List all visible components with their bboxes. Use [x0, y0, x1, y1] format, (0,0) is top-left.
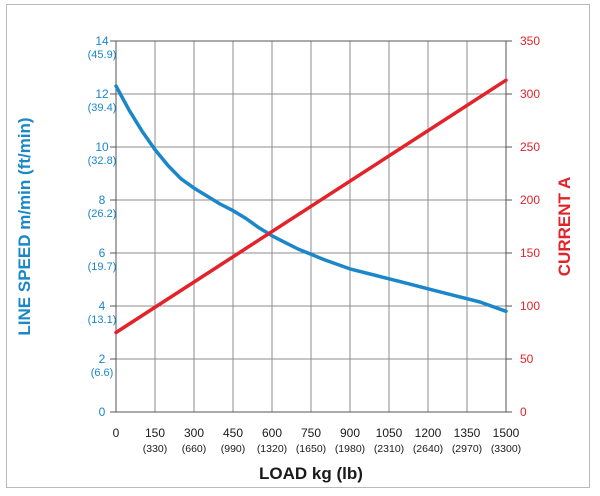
right-tick-label: 100: [520, 299, 540, 313]
left-tick-label-ft: (6.6): [91, 367, 114, 379]
x-tick-label: 900: [340, 426, 360, 440]
left-tick-label-ft: (45.9): [88, 49, 117, 61]
right-tick-label: 200: [520, 193, 540, 207]
left-tick-label: 6: [99, 246, 106, 260]
plot-area: [115, 40, 507, 413]
left-tick-label: 2: [99, 352, 106, 366]
x-tick-label: 1500: [493, 426, 520, 440]
right-tick-label: 350: [520, 34, 540, 48]
x-tick-label-lb: (1320): [257, 443, 287, 455]
right-tick-label: 0: [520, 405, 527, 419]
left-tick-label: 4: [99, 299, 106, 313]
x-tick-label: 150: [145, 426, 165, 440]
x-tick-label: 1050: [376, 426, 403, 440]
x-tick-label-lb: (660): [182, 443, 207, 455]
x-tick-label-lb: (2310): [374, 443, 404, 455]
left-tick-label-ft: (32.8): [88, 155, 117, 167]
x-tick-label: 450: [223, 426, 243, 440]
right-tick-label: 250: [520, 140, 540, 154]
x-tick-label-lb: (330): [143, 443, 168, 455]
left-axis-title: LINE SPEED m/min (ft/min): [15, 117, 34, 335]
left-tick-label-ft: (13.1): [88, 314, 117, 326]
right-axis: 0 50 100 150 200 250 300 350: [506, 34, 540, 419]
left-tick-label: 12: [95, 87, 109, 101]
x-tick-label: 300: [184, 426, 204, 440]
x-tick-label: 600: [262, 426, 282, 440]
line-speed-series-line: [114, 84, 508, 314]
x-axis-title: LOAD kg (lb): [259, 464, 363, 483]
right-axis-title: CURRENT A: [555, 177, 574, 276]
left-tick-label: 14: [95, 34, 109, 48]
left-tick-label-ft: (39.4): [88, 102, 117, 114]
right-tick-label: 50: [520, 352, 534, 366]
left-axis: 0 2(6.6) 4(13.1) 6(19.7) 8(26.2) 10(32.8) 12(3…: [88, 34, 117, 419]
x-tick-label: 750: [301, 426, 321, 440]
x-tick-label: 0: [113, 426, 120, 440]
x-tick-label-lb: (1650): [296, 443, 326, 455]
chart-frame: [6, 4, 590, 488]
grid: [116, 41, 506, 412]
x-tick-label-lb: (2970): [452, 443, 482, 455]
x-axis: 0 150 (330) 300 (660) 450 (990) 600 (1320) 750 (16…: [113, 426, 522, 455]
x-tick-label-lb: (1980): [335, 443, 365, 455]
left-tick-label-ft: (26.2): [88, 208, 117, 220]
series-layer: [114, 78, 508, 335]
left-tick-label: 10: [95, 140, 109, 154]
right-tick-label: 150: [520, 246, 540, 260]
left-tick-label-ft: (19.7): [88, 261, 117, 273]
x-tick-label-lb: (2640): [413, 443, 443, 455]
current-series-line: [114, 78, 508, 335]
left-tick-label: 0: [99, 405, 106, 419]
x-tick-label-lb: (3300): [491, 443, 521, 455]
right-tick-label: 300: [520, 87, 540, 101]
x-tick-label: 1200: [415, 426, 442, 440]
x-tick-label-lb: (990): [221, 443, 246, 455]
left-tick-label: 8: [99, 193, 106, 207]
x-tick-label: 1350: [454, 426, 481, 440]
